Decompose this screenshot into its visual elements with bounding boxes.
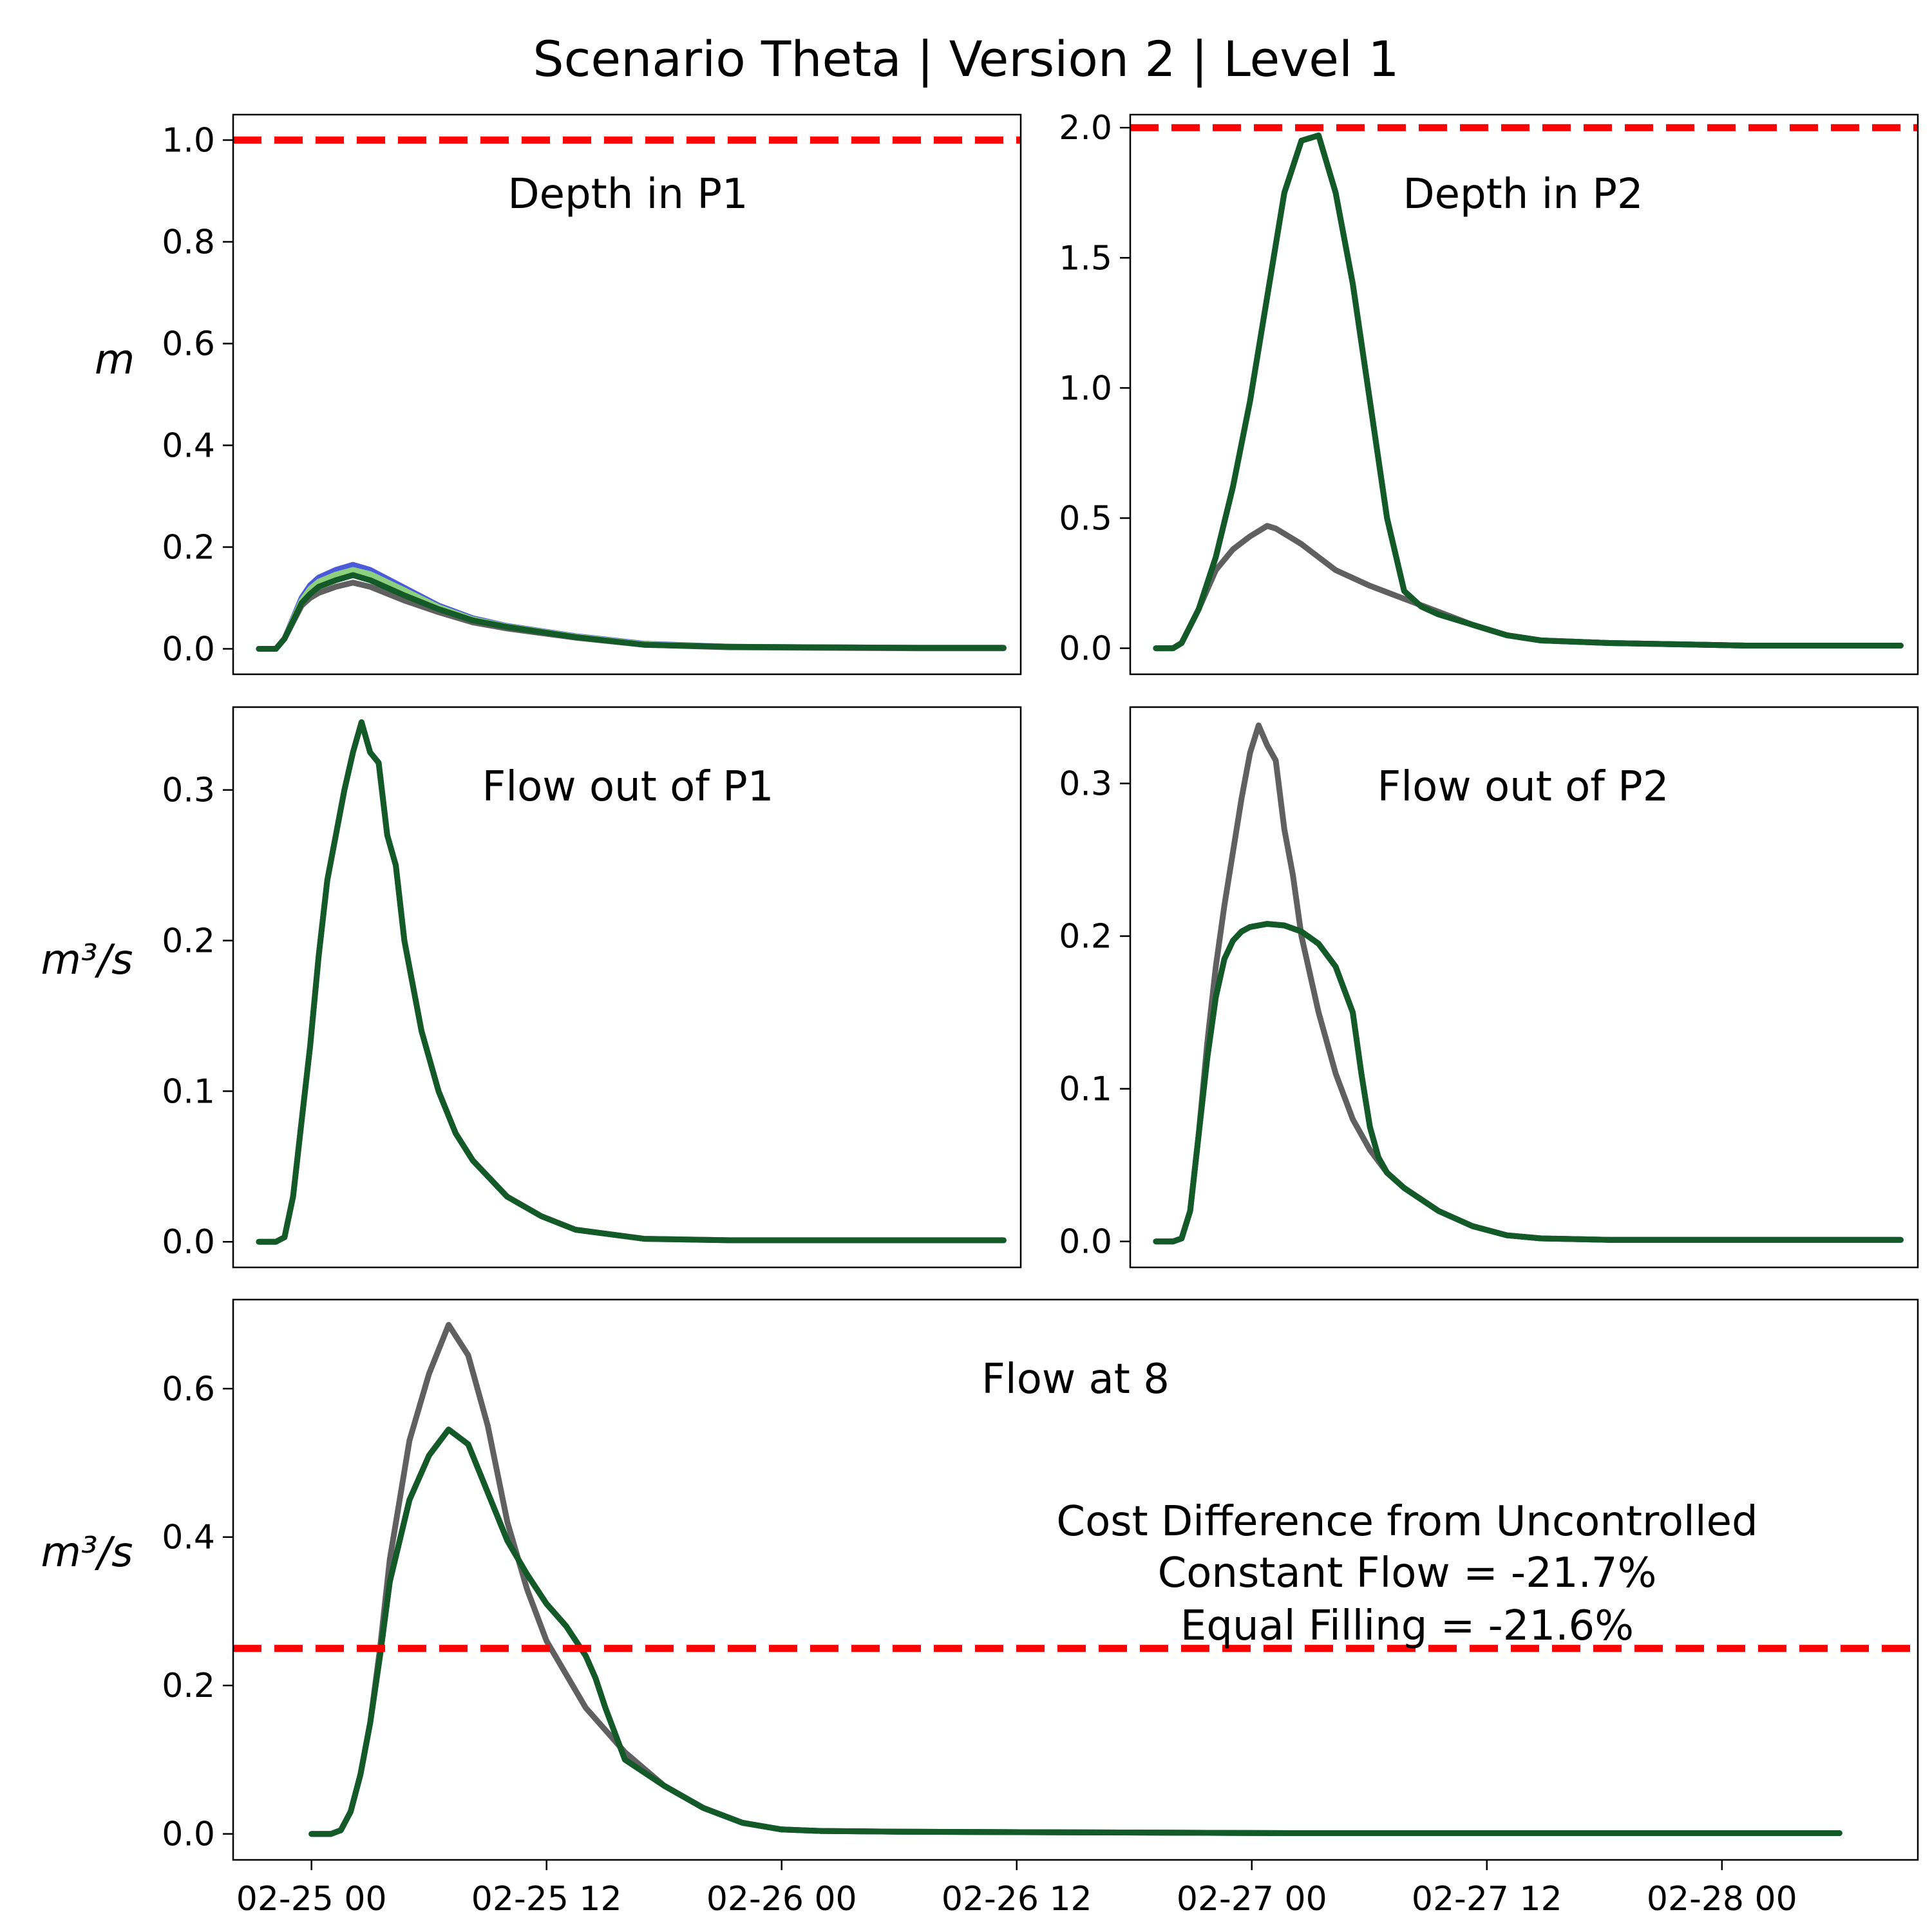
panels: 0.0 0.2 0.4 0.6 0.8 1.0 Depth in P1 m 0.0 0.5 1.0 1… [41, 109, 1919, 1918]
panel-flow_p2: 0.0 0.1 0.2 0.3 Flow out of P2 [1059, 706, 1919, 1269]
panel-title-flow_at_8: Flow at 8 [981, 1356, 1170, 1403]
y-tick-label: 0.4 [162, 1519, 215, 1557]
axes-frame [1129, 706, 1919, 1269]
y-axis-label: m³/s [41, 936, 133, 984]
series-group-flow_p1 [256, 719, 1007, 1245]
panel-title-depth_p2: Depth in P2 [1403, 171, 1643, 218]
x-tick-label: 02-27 12 [1412, 1880, 1562, 1918]
x-tick-label: 02-27 00 [1177, 1880, 1327, 1918]
series-group-depth_p2 [1130, 124, 1918, 652]
cost-annotation: Cost Difference from Uncontrolled Consta… [1056, 1498, 1757, 1650]
axes-frame [232, 1298, 1919, 1861]
axes-frame [1129, 113, 1919, 676]
y-tick-label: 0.6 [162, 1370, 215, 1408]
x-tick-label: 02-25 12 [471, 1880, 622, 1918]
series-line-constant_flow [1153, 921, 1904, 1245]
annotation-line-3: Equal Filling = -21.6% [1180, 1602, 1634, 1650]
panel-title-flow_p1: Flow out of P1 [482, 763, 774, 811]
x-tick-label: 02-25 00 [236, 1880, 387, 1918]
y-tick-label: 0.0 [162, 1815, 215, 1854]
series-line-constant_flow [256, 719, 1007, 1245]
panel-title-flow_p2: Flow out of P2 [1378, 763, 1669, 811]
series-line-constant_flow [1153, 132, 1904, 652]
x-tick-label: 02-26 12 [942, 1880, 1092, 1918]
y-tick-label: 0.3 [162, 772, 215, 810]
series-group-flow_p2 [1153, 722, 1904, 1245]
y-tick-label: 1.0 [162, 122, 215, 160]
y-tick-label: 0.0 [162, 630, 215, 669]
y-tick-label: 0.2 [162, 529, 215, 567]
x-tick-label: 02-28 00 [1647, 1880, 1797, 1918]
y-tick-label: 0.2 [1059, 918, 1112, 956]
panel-flow_at_8: 0.0 0.2 0.4 0.6 Flow at 8 m³/s 02-25 00 02-25 1… [41, 1298, 1919, 1918]
y-tick-label: 0.0 [1059, 630, 1112, 668]
panel-title-depth_p1: Depth in P1 [507, 171, 748, 218]
y-tick-label: 2.0 [1059, 109, 1112, 147]
y-tick-label: 0.6 [162, 325, 215, 364]
annotation-line-2: Constant Flow = -21.7% [1158, 1549, 1657, 1597]
y-axis-label: m³/s [41, 1529, 133, 1577]
y-tick-label: 0.0 [1059, 1223, 1112, 1262]
series-group-depth_p1 [233, 137, 1021, 652]
series-line-constant_flow [256, 572, 1007, 652]
axes-frame [232, 113, 1022, 676]
y-tick-label: 1.5 [1059, 239, 1112, 278]
x-tick-label: 02-26 00 [706, 1880, 857, 1918]
series-group-flow_at_8 [233, 1321, 1918, 1837]
y-tick-label: 0.4 [162, 427, 215, 466]
panel-depth_p1: 0.0 0.2 0.4 0.6 0.8 1.0 Depth in P1 m [95, 113, 1022, 676]
axes-frame [232, 706, 1022, 1269]
series-line-constant_flow [308, 1426, 1842, 1837]
y-tick-label: 0.3 [1059, 765, 1112, 804]
y-tick-label: 0.2 [162, 922, 215, 961]
y-tick-label: 0.1 [1059, 1070, 1112, 1109]
y-tick-label: 0.8 [162, 223, 215, 262]
y-tick-label: 0.2 [162, 1667, 215, 1705]
y-tick-label: 1.0 [1059, 369, 1112, 408]
annotation-line-1: Cost Difference from Uncontrolled [1056, 1498, 1757, 1546]
y-tick-label: 0.5 [1059, 499, 1112, 538]
figure-title: Scenario Theta | Version 2 | Level 1 [533, 30, 1399, 88]
y-axis-label: m [95, 336, 135, 384]
y-tick-label: 0.1 [162, 1072, 215, 1111]
y-tick-label: 0.0 [162, 1223, 215, 1262]
panel-flow_p1: 0.0 0.1 0.2 0.3 Flow out of P1 m³/s [41, 706, 1022, 1269]
panel-depth_p2: 0.0 0.5 1.0 1.5 2.0 Depth in P2 [1059, 109, 1919, 676]
